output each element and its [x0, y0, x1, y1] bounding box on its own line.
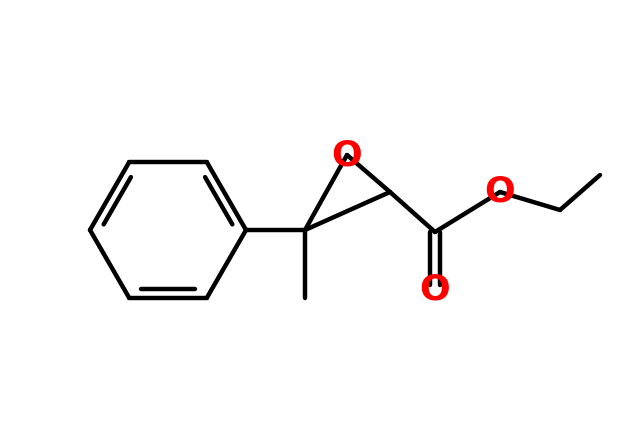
Text: O: O [331, 138, 363, 172]
Text: O: O [485, 175, 515, 209]
Text: O: O [420, 273, 450, 307]
